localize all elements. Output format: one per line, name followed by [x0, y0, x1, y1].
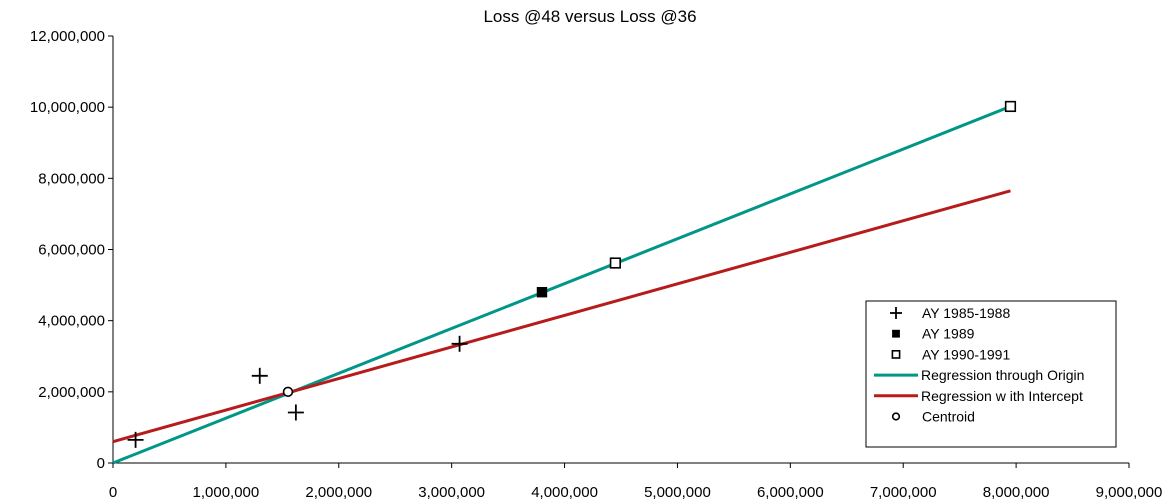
open-square-marker — [609, 257, 621, 269]
y-tick-label: 0 — [97, 455, 105, 472]
plus-marker — [890, 307, 902, 319]
x-tick-label: 9,000,000 — [1096, 484, 1163, 501]
legend-label: AY 1985-1988 — [922, 305, 1010, 321]
plus-marker — [451, 335, 468, 352]
series-lines — [112, 105, 1012, 465]
filled-square-marker — [536, 287, 548, 298]
legend-label: Regression w ith Intercept — [921, 388, 1083, 404]
open-circle-marker — [891, 412, 901, 421]
legend-label: AY 1990-1991 — [922, 346, 1010, 362]
legend-label: Centroid — [922, 409, 975, 425]
y-tick-label: 4,000,000 — [38, 313, 105, 330]
legend: AY 1985-1988 AY 1989 AY 1990-1991 Regressio… — [865, 300, 1117, 448]
y-tick-label: 6,000,000 — [38, 242, 105, 259]
legend-label: Regression through Origin — [921, 367, 1084, 383]
legend-entry: Centroid — [891, 409, 975, 425]
y-tick-label: 2,000,000 — [38, 384, 105, 401]
x-tick-label: 1,000,000 — [193, 484, 260, 501]
x-tick-label: 4,000,000 — [531, 484, 598, 501]
series-markers — [127, 100, 1017, 448]
axes: 0 2,000,000 4,000,000 6,000,000 8,000,000 10,… — [30, 28, 1162, 501]
y-tick-label: 8,000,000 — [38, 170, 105, 187]
x-tick-label: 0 — [109, 484, 117, 501]
x-tick-label: 8,000,000 — [983, 484, 1050, 501]
open-square-marker — [1004, 100, 1017, 113]
regression-line — [112, 189, 1011, 444]
regression-line — [112, 105, 1012, 465]
y-tick-label: 12,000,000 — [30, 28, 105, 45]
y-tick-label: 10,000,000 — [30, 99, 105, 116]
legend-entry: AY 1985-1988 — [890, 305, 1010, 321]
legend-entry: AY 1990-1991 — [891, 346, 1010, 362]
x-tick-label: 3,000,000 — [418, 484, 485, 501]
plus-marker — [287, 404, 304, 421]
x-tick-label: 2,000,000 — [305, 484, 372, 501]
filled-square-marker — [892, 329, 900, 338]
legend-entry: AY 1989 — [892, 326, 975, 342]
x-tick-label: 6,000,000 — [757, 484, 824, 501]
x-tick-label: 7,000,000 — [870, 484, 937, 501]
plus-marker — [127, 431, 144, 448]
open-circle-marker — [282, 386, 294, 398]
legend-entry: Regression through Origin — [874, 367, 1084, 383]
legend-label: AY 1989 — [922, 326, 975, 342]
open-square-marker — [891, 349, 901, 359]
plus-marker — [251, 367, 268, 384]
legend-entry: Regression w ith Intercept — [874, 388, 1083, 404]
chart-title: Loss @48 versus Loss @36 — [483, 7, 696, 26]
x-tick-label: 5,000,000 — [644, 484, 711, 501]
